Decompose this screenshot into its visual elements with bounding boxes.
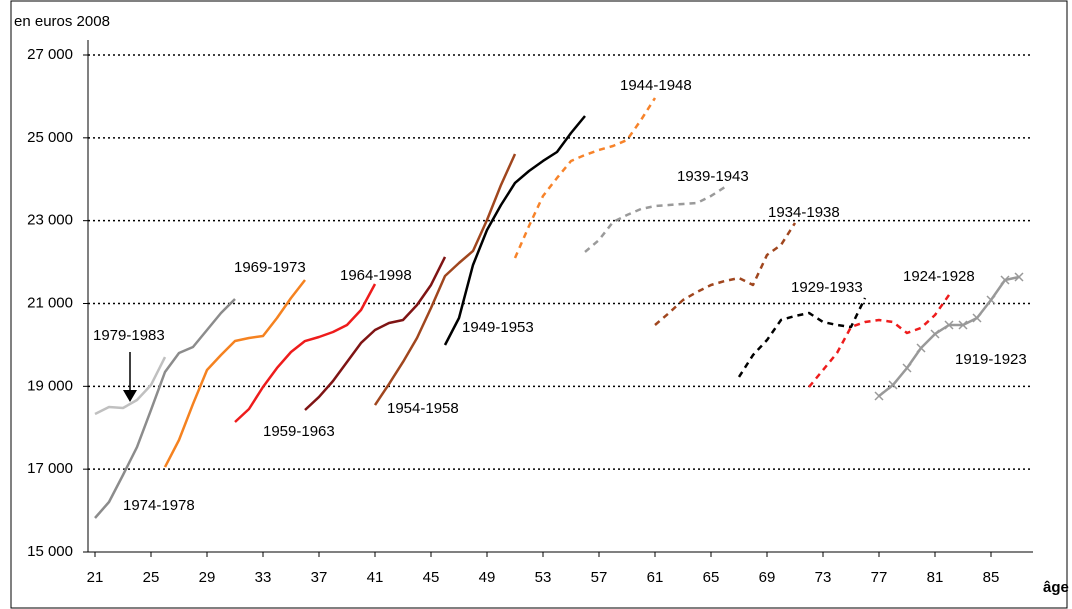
- series-label: 1929-1933: [791, 279, 863, 296]
- series-label: 1924-1928: [903, 268, 975, 285]
- y-axis-label: en euros 2008: [14, 13, 110, 30]
- series-label: 1959-1963: [263, 423, 335, 440]
- series-line: [373, 153, 517, 406]
- series-label: 1939-1943: [677, 168, 749, 185]
- y-tick-label: 17 000: [27, 460, 73, 477]
- series-label: 1954-1958: [387, 400, 459, 417]
- y-tick-label: 27 000: [27, 46, 73, 63]
- series-line: [654, 222, 797, 326]
- series-label: 1974-1978: [123, 497, 195, 514]
- x-tick-label: 41: [367, 569, 384, 586]
- x-tick-label: 61: [647, 569, 664, 586]
- x-tick-label: 73: [815, 569, 832, 586]
- point-marker: [958, 320, 968, 330]
- x-tick-label: 25: [143, 569, 160, 586]
- x-tick-label: 33: [255, 569, 272, 586]
- series-label: 1969-1973: [234, 259, 306, 276]
- x-tick-label: 21: [87, 569, 104, 586]
- point-marker: [944, 320, 954, 330]
- point-marker: [1014, 272, 1024, 282]
- y-tick-label: 25 000: [27, 129, 73, 146]
- x-tick-label: 85: [983, 569, 1000, 586]
- series-line: [737, 297, 867, 378]
- annotation-arrowhead: [123, 390, 137, 402]
- series-label: 1964-1998: [340, 267, 412, 284]
- point-marker: [1000, 275, 1010, 285]
- series-label: 1949-1953: [462, 319, 534, 336]
- series-line: [234, 283, 377, 423]
- point-marker: [986, 295, 996, 305]
- x-tick-label: 49: [479, 569, 496, 586]
- series-line: [513, 97, 657, 259]
- x-tick-label: 57: [591, 569, 608, 586]
- point-marker: [888, 380, 898, 390]
- series-label: 1944-1948: [620, 77, 692, 94]
- series-line: [94, 298, 236, 519]
- series-line: [163, 279, 306, 468]
- point-marker: [916, 343, 926, 353]
- x-tick-label: 65: [703, 569, 720, 586]
- x-tick-label: 69: [759, 569, 776, 586]
- point-marker: [902, 363, 912, 373]
- point-marker: [930, 329, 940, 339]
- series-line: [808, 294, 951, 388]
- series-label: 1934-1938: [768, 204, 840, 221]
- series-line: [94, 356, 167, 416]
- point-marker: [874, 391, 884, 401]
- series-line: [878, 275, 1020, 397]
- x-tick-label: 37: [311, 569, 328, 586]
- series-line: [304, 256, 447, 411]
- x-tick-label: 29: [199, 569, 216, 586]
- chart-border: [10, 0, 1068, 609]
- x-tick-label: 53: [535, 569, 552, 586]
- series-label: 1979-1983: [93, 327, 165, 344]
- x-tick-label: 81: [927, 569, 944, 586]
- x-axis-label: âge: [1043, 579, 1069, 596]
- series-line: [584, 185, 726, 253]
- x-tick-label: 45: [423, 569, 440, 586]
- y-tick-label: 23 000: [27, 212, 73, 229]
- y-tick-label: 15 000: [27, 543, 73, 560]
- series-label: 1919-1923: [955, 351, 1027, 368]
- y-tick-label: 19 000: [27, 377, 73, 394]
- x-tick-label: 77: [871, 569, 888, 586]
- point-marker: [972, 313, 982, 323]
- series-line: [443, 115, 586, 346]
- y-tick-label: 21 000: [27, 294, 73, 311]
